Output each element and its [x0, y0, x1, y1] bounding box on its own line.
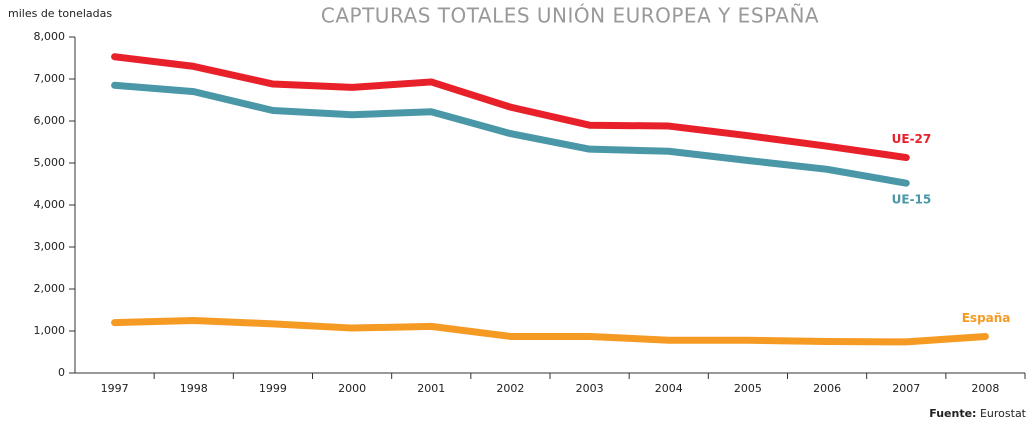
y-tick-label: 3,000 [34, 240, 66, 253]
x-tick-label: 2007 [892, 382, 920, 395]
series-label: España [962, 311, 1011, 325]
y-tick-label: 1,000 [34, 324, 66, 337]
x-tick-label: 2003 [576, 382, 604, 395]
series-label: UE-27 [892, 132, 932, 146]
line-series [111, 317, 989, 346]
x-tick-label: 1999 [259, 382, 287, 395]
line-series [111, 81, 910, 187]
x-tick-label: 1997 [101, 382, 129, 395]
y-tick-label: 5,000 [34, 156, 66, 169]
x-tick-label: 2000 [338, 382, 366, 395]
x-tick-label: 2008 [971, 382, 999, 395]
line-series [111, 53, 910, 162]
y-tick-label: 7,000 [34, 72, 66, 85]
y-tick-label: 4,000 [34, 198, 66, 211]
y-tick-label: 2,000 [34, 282, 66, 295]
y-tick-label: 8,000 [34, 30, 66, 43]
x-tick-label: 1998 [180, 382, 208, 395]
x-tick-label: 2004 [655, 382, 683, 395]
x-tick-label: 2001 [417, 382, 445, 395]
x-tick-label: 2006 [813, 382, 841, 395]
x-tick-label: 2002 [496, 382, 524, 395]
y-tick-label: 0 [58, 366, 65, 379]
series-label: UE-15 [892, 193, 932, 207]
source-label: Fuente: [929, 407, 976, 420]
y-axis-label: miles de toneladas [8, 7, 112, 20]
y-tick-label: 6,000 [34, 114, 66, 127]
chart-title: CAPTURAS TOTALES UNIÓN EUROPEA Y ESPAÑA [321, 4, 819, 28]
x-tick-label: 2005 [734, 382, 762, 395]
source: Fuente: Eurostat [929, 407, 1026, 420]
source-text: Eurostat [980, 407, 1027, 420]
